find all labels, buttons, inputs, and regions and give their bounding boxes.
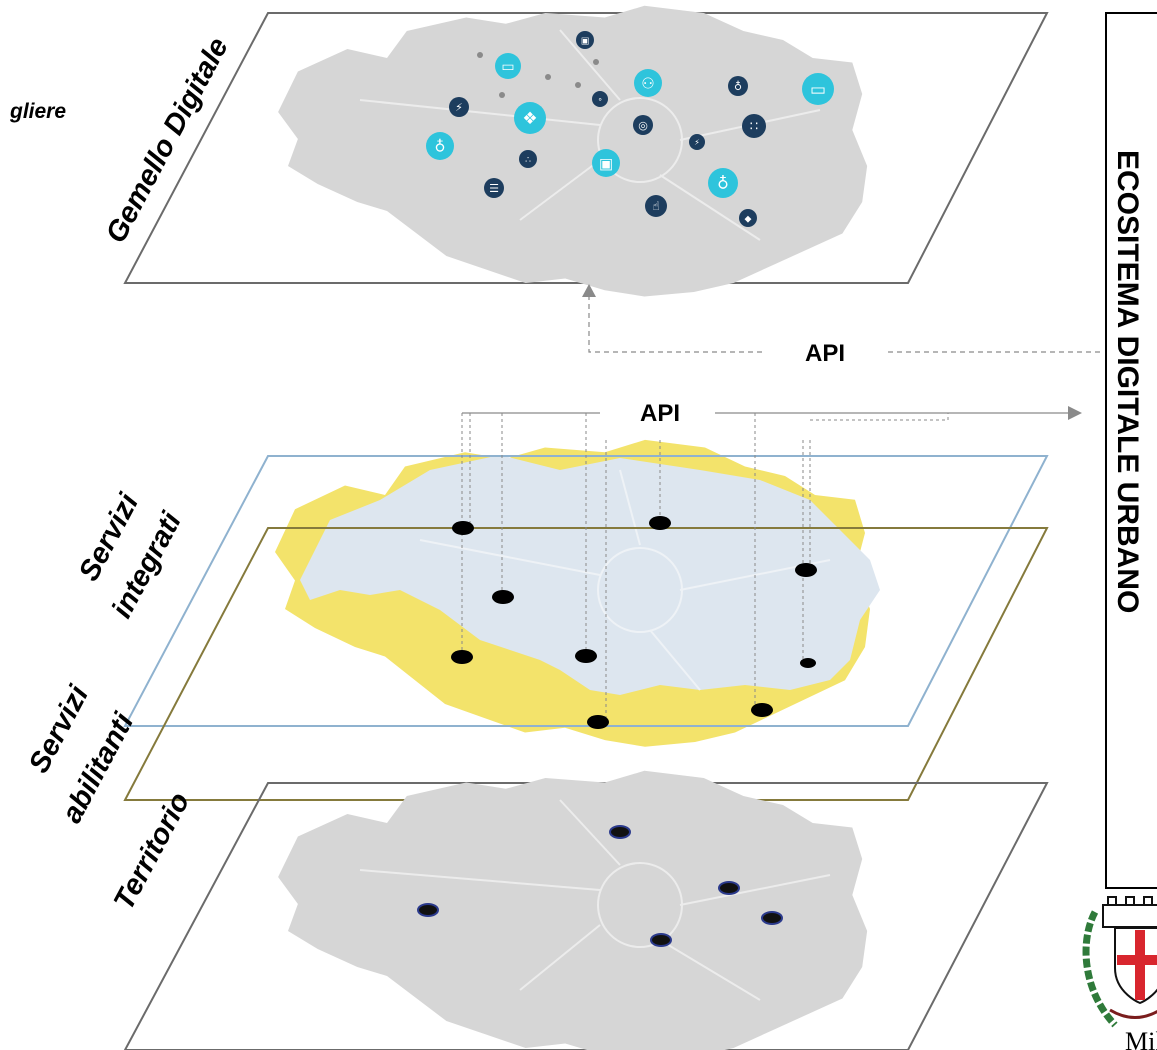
- people-icon: ⚇: [634, 69, 662, 97]
- territorio-label: Territorio: [108, 787, 196, 915]
- network-icon: ∴: [519, 150, 537, 168]
- integrati-map: [300, 455, 880, 695]
- svg-text:◆: ◆: [745, 214, 752, 224]
- svg-text:♁: ♁: [734, 80, 742, 93]
- charging-icon: ☰: [484, 178, 504, 198]
- arrow-right-icon: [1068, 406, 1082, 420]
- service-node: [492, 590, 514, 604]
- service-node: [452, 521, 474, 535]
- service-node: [795, 563, 817, 577]
- svg-text:▭: ▭: [810, 80, 826, 100]
- gemello-map: [278, 5, 868, 297]
- svg-text:☰: ☰: [489, 182, 499, 195]
- city-name: Mila: [1125, 1027, 1157, 1050]
- territorio-layer: [123, 770, 1049, 1050]
- map-dot: [593, 59, 599, 65]
- corner-label: gliere: [9, 100, 66, 123]
- ecosystem-title: ECOSITEMA DIGITALE URBANO: [1111, 150, 1144, 613]
- ev-car-icon: ❖: [514, 102, 546, 134]
- service-node: [800, 658, 816, 668]
- arrow-up-icon: [582, 284, 596, 297]
- service-node: [649, 516, 671, 530]
- map-dot: [545, 74, 551, 80]
- gemello-frame: [123, 12, 1049, 284]
- svg-text:▣: ▣: [599, 154, 613, 172]
- map-dot: [575, 82, 581, 88]
- car-share-icon: ∷: [742, 114, 766, 138]
- service-icons: ▣ ▭ ⚇ ♁ ▭ ⚡ ❖ ∘ ◎ ∷ ♁ ∴ ▣ ⚡ ♁ ☰ ☝ ◆: [426, 31, 834, 227]
- svg-text:❖: ❖: [522, 109, 537, 129]
- bus-icon: ▭: [802, 73, 834, 105]
- ev-plug-icon: ⚡: [689, 134, 705, 150]
- api-mid-label: API: [640, 400, 680, 427]
- api-mid-connector: API: [462, 400, 1082, 427]
- abilitanti-frame: [123, 527, 1049, 801]
- globe-icon: ◎: [633, 115, 653, 135]
- svg-text:⚡: ⚡: [455, 101, 463, 114]
- integrati-frame: [123, 455, 1049, 727]
- territorio-nodes: [417, 825, 783, 947]
- bike-icon: ♁: [426, 132, 454, 160]
- service-node: [751, 703, 773, 717]
- svg-text:☝: ☝: [652, 199, 659, 213]
- territory-node: [761, 911, 783, 925]
- thumbs-up-icon: ☝: [645, 195, 667, 217]
- milan-coat-of-arms: Mila: [1082, 896, 1157, 1050]
- svg-text:⚡: ⚡: [694, 138, 700, 147]
- gemello-label: Gemello Digitale: [100, 33, 235, 249]
- territorio-frame: [123, 782, 1049, 1050]
- svg-text:∷: ∷: [750, 120, 758, 135]
- api-top-connector: API: [582, 284, 1100, 367]
- plug-icon: ⚡: [449, 97, 469, 117]
- api-top-label: API: [805, 340, 845, 367]
- integrati-layer: [123, 455, 1049, 801]
- territory-node: [718, 881, 740, 895]
- territory-node: [650, 933, 672, 947]
- service-node: [575, 649, 597, 663]
- train-icon: ▣: [576, 31, 594, 49]
- service-nodes: [451, 516, 817, 729]
- car-icon: ◆: [739, 209, 757, 227]
- svg-text:♁: ♁: [717, 174, 729, 193]
- bike-icon: ♁: [728, 76, 748, 96]
- svg-text:∴: ∴: [525, 155, 531, 165]
- svg-text:▣: ▣: [581, 36, 590, 46]
- svg-text:⚇: ⚇: [641, 74, 654, 92]
- map-dot: [477, 52, 483, 58]
- svg-text:∘: ∘: [597, 95, 602, 104]
- train-icon: ▣: [592, 149, 620, 177]
- bike-icon: ♁: [708, 168, 738, 198]
- territory-node: [609, 825, 631, 839]
- map-dot: [499, 92, 505, 98]
- service-node: [587, 715, 609, 729]
- service-node: [451, 650, 473, 664]
- gemello-layer: ▣ ▭ ⚇ ♁ ▭ ⚡ ❖ ∘ ◎ ∷ ♁ ∴ ▣ ⚡ ♁ ☰ ☝ ◆: [123, 5, 1049, 297]
- territory-node: [417, 903, 439, 917]
- svg-text:◎: ◎: [638, 119, 648, 132]
- bus-icon: ▭: [495, 53, 521, 79]
- ecosystem-panel: ECOSITEMA DIGITALE URBANO: [1105, 12, 1157, 889]
- scooter-icon: ∘: [592, 91, 608, 107]
- svg-text:♁: ♁: [435, 137, 446, 155]
- svg-text:▭: ▭: [501, 59, 514, 75]
